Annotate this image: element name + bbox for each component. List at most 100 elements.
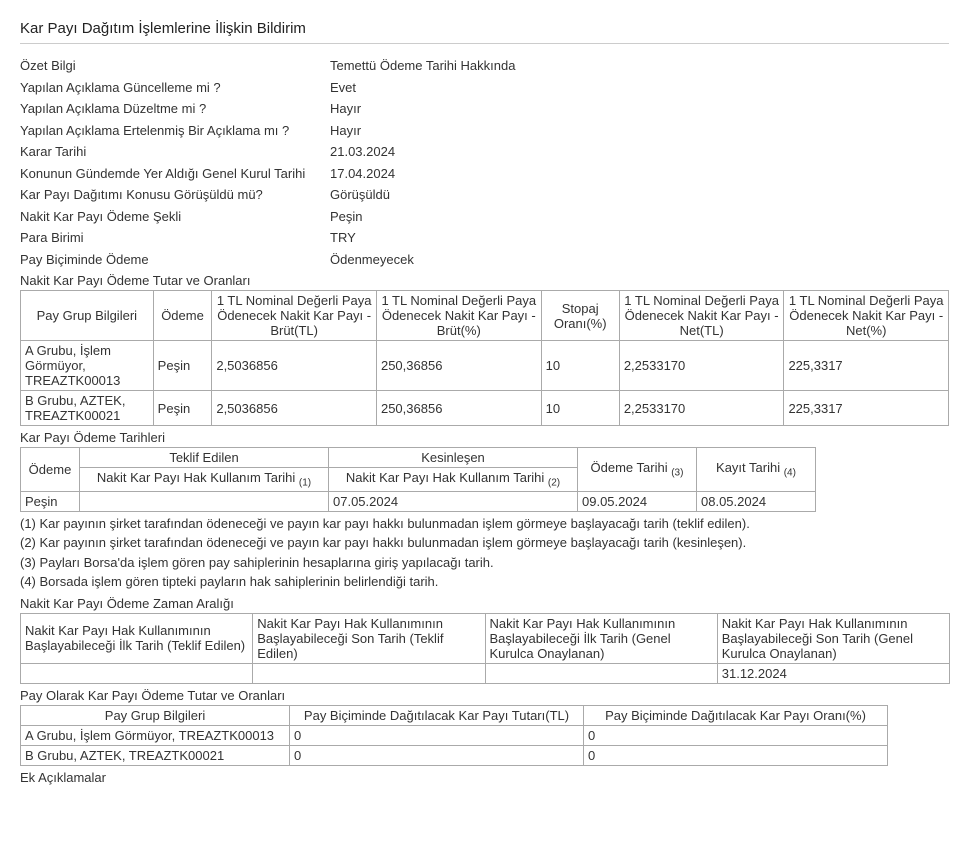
table-row: B Grubu, AZTEK, TREAZTK00021Peşin2,50368… — [21, 391, 949, 426]
table-row: A Grubu, İşlem Görmüyor, TREAZTK00013Peş… — [21, 341, 949, 391]
table-header: Kayıt Tarihi (4) — [697, 448, 816, 492]
table-cell: 07.05.2024 — [329, 491, 578, 511]
table-header: Nakit Kar Payı Hak Kullanımının Başlayab… — [21, 613, 253, 663]
table-header: 1 TL Nominal Değerli Paya Ödenecek Nakit… — [784, 291, 949, 341]
summary-value: Hayır — [330, 99, 361, 119]
summary-section: Özet BilgiTemettü Ödeme Tarihi HakkındaY… — [20, 56, 949, 269]
table-cell: 2,5036856 — [212, 341, 377, 391]
footnote-1: (1) Kar payının şirket tarafından ödenec… — [20, 514, 949, 534]
table-header: Pay Grup Bilgileri — [21, 291, 154, 341]
summary-row: Pay Biçiminde ÖdemeÖdenmeyecek — [20, 250, 949, 270]
table-cell — [21, 663, 253, 683]
summary-row: Para BirimiTRY — [20, 228, 949, 248]
extra-notes-label: Ek Açıklamalar — [20, 770, 949, 785]
table-cell: 09.05.2024 — [578, 491, 697, 511]
table-cell: A Grubu, İşlem Görmüyor, TREAZTK00013 — [21, 725, 290, 745]
page-title: Kar Payı Dağıtım İşlemlerine İlişkin Bil… — [20, 20, 949, 37]
table-header: Pay Grup Bilgileri — [21, 705, 290, 725]
table-header: Nakit Kar Payı Hak Kullanım Tarihi (2) — [329, 468, 578, 492]
table-cell: 08.05.2024 — [697, 491, 816, 511]
summary-value: Evet — [330, 78, 356, 98]
summary-label: Özet Bilgi — [20, 56, 330, 76]
footnote-2: (2) Kar payının şirket tarafından ödenec… — [20, 533, 949, 553]
summary-label: Yapılan Açıklama Güncelleme mi ? — [20, 78, 330, 98]
table-cell: 2,5036856 — [212, 391, 377, 426]
table-header: Pay Biçiminde Dağıtılacak Kar Payı Tutar… — [290, 705, 584, 725]
table-cell: 0 — [290, 725, 584, 745]
share-dividend-label: Pay Olarak Kar Payı Ödeme Tutar ve Oranl… — [20, 688, 949, 703]
summary-row: Yapılan Açıklama Düzeltme mi ?Hayır — [20, 99, 949, 119]
payment-range-label: Nakit Kar Payı Ödeme Zaman Aralığı — [20, 596, 949, 611]
summary-value: Peşin — [330, 207, 363, 227]
summary-row: Yapılan Açıklama Ertelenmiş Bir Açıklama… — [20, 121, 949, 141]
table-header: Nakit Kar Payı Hak Kullanım Tarihi (1) — [80, 468, 329, 492]
summary-label: Kar Payı Dağıtımı Konusu Görüşüldü mü? — [20, 185, 330, 205]
table-cell: Peşin — [153, 391, 212, 426]
table-header: Ödeme Tarihi (3) — [578, 448, 697, 492]
table-header: Stopaj Oranı(%) — [541, 291, 619, 341]
footnotes: (1) Kar payının şirket tarafından ödenec… — [20, 514, 949, 592]
table-cell: 0 — [290, 745, 584, 765]
table-cell: 2,2533170 — [619, 391, 784, 426]
table-cell: Peşin — [153, 341, 212, 391]
share-dividend-table: Pay Grup BilgileriPay Biçiminde Dağıtıla… — [20, 705, 888, 766]
table-header: Ödeme — [21, 448, 80, 492]
table-header: Teklif Edilen — [80, 448, 329, 468]
summary-row: Konunun Gündemde Yer Aldığı Genel Kurul … — [20, 164, 949, 184]
table-row: B Grubu, AZTEK, TREAZTK0002100 — [21, 745, 888, 765]
table-cell: 0 — [584, 745, 888, 765]
summary-label: Pay Biçiminde Ödeme — [20, 250, 330, 270]
table-cell: 250,36856 — [376, 391, 541, 426]
summary-label: Karar Tarihi — [20, 142, 330, 162]
table-cell: 10 — [541, 391, 619, 426]
table-cell: 225,3317 — [784, 341, 949, 391]
summary-value: Ödenmeyecek — [330, 250, 414, 270]
divider — [20, 43, 949, 44]
table-cell: 31.12.2024 — [717, 663, 949, 683]
table-cell: 10 — [541, 341, 619, 391]
summary-row: Nakit Kar Payı Ödeme ŞekliPeşin — [20, 207, 949, 227]
table-row: 31.12.2024 — [21, 663, 950, 683]
summary-label: Nakit Kar Payı Ödeme Şekli — [20, 207, 330, 227]
table-header: 1 TL Nominal Değerli Paya Ödenecek Nakit… — [376, 291, 541, 341]
table-cell: 0 — [584, 725, 888, 745]
cash-dividend-table: Pay Grup BilgileriÖdeme1 TL Nominal Değe… — [20, 290, 949, 426]
table-header: Pay Biçiminde Dağıtılacak Kar Payı Oranı… — [584, 705, 888, 725]
table-cell: 225,3317 — [784, 391, 949, 426]
summary-value: Görüşüldü — [330, 185, 390, 205]
table-header: Nakit Kar Payı Hak Kullanımının Başlayab… — [485, 613, 717, 663]
table-cell: 2,2533170 — [619, 341, 784, 391]
summary-value: 21.03.2024 — [330, 142, 395, 162]
table-row: Peşin 07.05.202409.05.202408.05.2024 — [21, 491, 816, 511]
table-header: Kesinleşen — [329, 448, 578, 468]
table-cell — [485, 663, 717, 683]
summary-value: TRY — [330, 228, 356, 248]
table-header: Nakit Kar Payı Hak Kullanımının Başlayab… — [253, 613, 485, 663]
summary-value: 17.04.2024 — [330, 164, 395, 184]
table-cell: Peşin — [21, 491, 80, 511]
summary-value: Hayır — [330, 121, 361, 141]
summary-label: Yapılan Açıklama Ertelenmiş Bir Açıklama… — [20, 121, 330, 141]
footnote-3: (3) Payları Borsa'da işlem gören pay sah… — [20, 553, 949, 573]
summary-value: Temettü Ödeme Tarihi Hakkında — [330, 56, 515, 76]
table-row: A Grubu, İşlem Görmüyor, TREAZTK0001300 — [21, 725, 888, 745]
table-cell — [80, 491, 329, 511]
table-cell — [253, 663, 485, 683]
table-header: Nakit Kar Payı Hak Kullanımının Başlayab… — [717, 613, 949, 663]
summary-row: Karar Tarihi21.03.2024 — [20, 142, 949, 162]
table-cell: A Grubu, İşlem Görmüyor, TREAZTK00013 — [21, 341, 154, 391]
payment-dates-label: Kar Payı Ödeme Tarihleri — [20, 430, 949, 445]
table-header: 1 TL Nominal Değerli Paya Ödenecek Nakit… — [212, 291, 377, 341]
payment-dates-table: ÖdemeTeklif EdilenKesinleşenÖdeme Tarihi… — [20, 447, 816, 512]
summary-row: Yapılan Açıklama Güncelleme mi ?Evet — [20, 78, 949, 98]
table-cell: 250,36856 — [376, 341, 541, 391]
footnote-4: (4) Borsada işlem gören tipteki payların… — [20, 572, 949, 592]
cash-dividend-label: Nakit Kar Payı Ödeme Tutar ve Oranları — [20, 273, 949, 288]
summary-row: Özet BilgiTemettü Ödeme Tarihi Hakkında — [20, 56, 949, 76]
table-header: Ödeme — [153, 291, 212, 341]
table-header: 1 TL Nominal Değerli Paya Ödenecek Nakit… — [619, 291, 784, 341]
summary-label: Konunun Gündemde Yer Aldığı Genel Kurul … — [20, 164, 330, 184]
summary-label: Para Birimi — [20, 228, 330, 248]
table-cell: B Grubu, AZTEK, TREAZTK00021 — [21, 391, 154, 426]
summary-label: Yapılan Açıklama Düzeltme mi ? — [20, 99, 330, 119]
